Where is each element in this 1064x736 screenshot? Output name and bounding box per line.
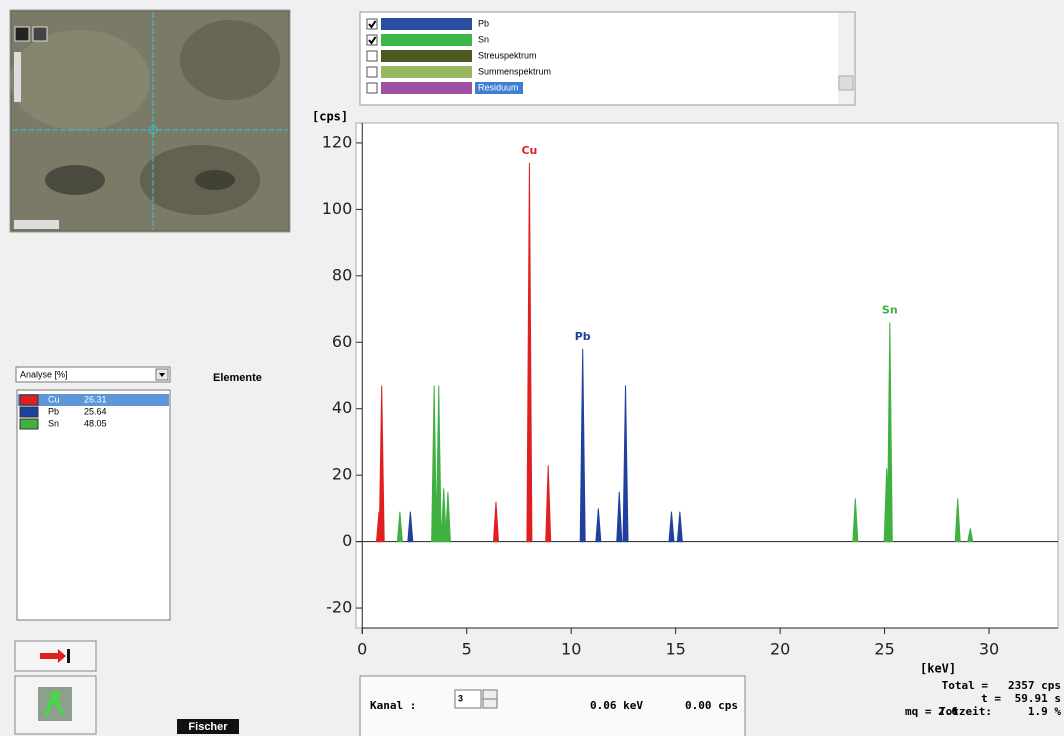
spectrum-list: Pb Sn Streuspektrum Summenspektrum Residuum	[360, 12, 855, 105]
checkbox[interactable]	[367, 83, 377, 93]
scale-bar	[14, 220, 59, 229]
swatch	[381, 66, 472, 78]
element-value: 26.31	[84, 394, 107, 404]
channel-label: Kanal :	[370, 699, 416, 712]
swatch	[381, 82, 472, 94]
channel-energy: 0.06 keV	[590, 699, 643, 712]
y-tick-label: 20	[332, 465, 352, 484]
checkbox[interactable]	[367, 51, 377, 61]
x-tick-label: 30	[979, 640, 999, 659]
dropdown-text: Analyse [%]	[20, 369, 68, 379]
y-tick-label: 80	[332, 265, 352, 284]
total-label: Total =	[942, 679, 989, 692]
element-value: 25.64	[84, 406, 107, 416]
y-axis-label: [cps]	[312, 110, 348, 124]
legend-label: Residuum	[478, 82, 519, 92]
legend-label: Streuspektrum	[478, 50, 537, 60]
texture	[195, 170, 235, 190]
swatch	[381, 50, 472, 62]
zoom-button[interactable]	[15, 27, 29, 41]
scroll-thumb[interactable]	[839, 76, 853, 90]
channel-panel: Kanal : 3 0.06 keV 0.00 cps	[360, 676, 745, 736]
texture	[10, 30, 150, 130]
element-name: Pb	[48, 406, 59, 416]
y-tick-label: 60	[332, 332, 352, 351]
deadtime-value: 1.9 %	[1028, 705, 1061, 718]
x-tick-label: 20	[770, 640, 790, 659]
peak-label: Sn	[882, 303, 898, 316]
x-tick-label: 10	[561, 640, 581, 659]
element-swatch	[20, 395, 38, 405]
time-label: t =	[981, 692, 1001, 705]
time-value: 59.91 s	[1015, 692, 1061, 705]
legend-label: Summenspektrum	[478, 66, 551, 76]
peak-label: Pb	[575, 330, 591, 343]
y-tick-label: 100	[322, 199, 353, 218]
legend-label: Sn	[478, 34, 489, 44]
x-tick-label: 15	[665, 640, 685, 659]
legend-label: Pb	[478, 18, 489, 28]
element-swatch	[20, 407, 38, 417]
y-tick-label: 40	[332, 398, 352, 417]
x-tick-label: 25	[874, 640, 894, 659]
zoom-slider[interactable]	[14, 52, 21, 102]
channel-rate: 0.00 cps	[685, 699, 738, 712]
swatch	[381, 18, 472, 30]
x-tick-label: 5	[462, 640, 472, 659]
deadtime-label: Totzeit:	[939, 705, 992, 718]
y-tick-label: 120	[322, 132, 353, 151]
channel-value: 3	[458, 693, 463, 703]
element-name: Sn	[48, 418, 59, 428]
x-axis-label: [keV]	[920, 662, 956, 676]
plot-area	[356, 123, 1058, 628]
camera-view	[10, 10, 290, 232]
elements-heading: Elemente	[213, 372, 262, 384]
total-value: 2357 cps	[1008, 679, 1061, 692]
element-swatch	[20, 419, 38, 429]
checkbox[interactable]	[367, 67, 377, 77]
texture	[180, 20, 280, 100]
window: PbSnStreuspektrumSummenspektrumResiduum …	[0, 0, 1064, 736]
texture	[45, 165, 105, 195]
view-button[interactable]	[33, 27, 47, 41]
bar-icon	[67, 649, 70, 663]
x-tick-label: 0	[357, 640, 367, 659]
peak-label: Cu	[521, 144, 537, 157]
swatch	[381, 34, 472, 46]
y-tick-label: -20	[326, 598, 352, 617]
element-name: Cu	[48, 394, 60, 404]
logo: Fischer	[188, 721, 228, 733]
element-value: 48.05	[84, 418, 107, 428]
y-tick-label: 0	[342, 531, 352, 550]
